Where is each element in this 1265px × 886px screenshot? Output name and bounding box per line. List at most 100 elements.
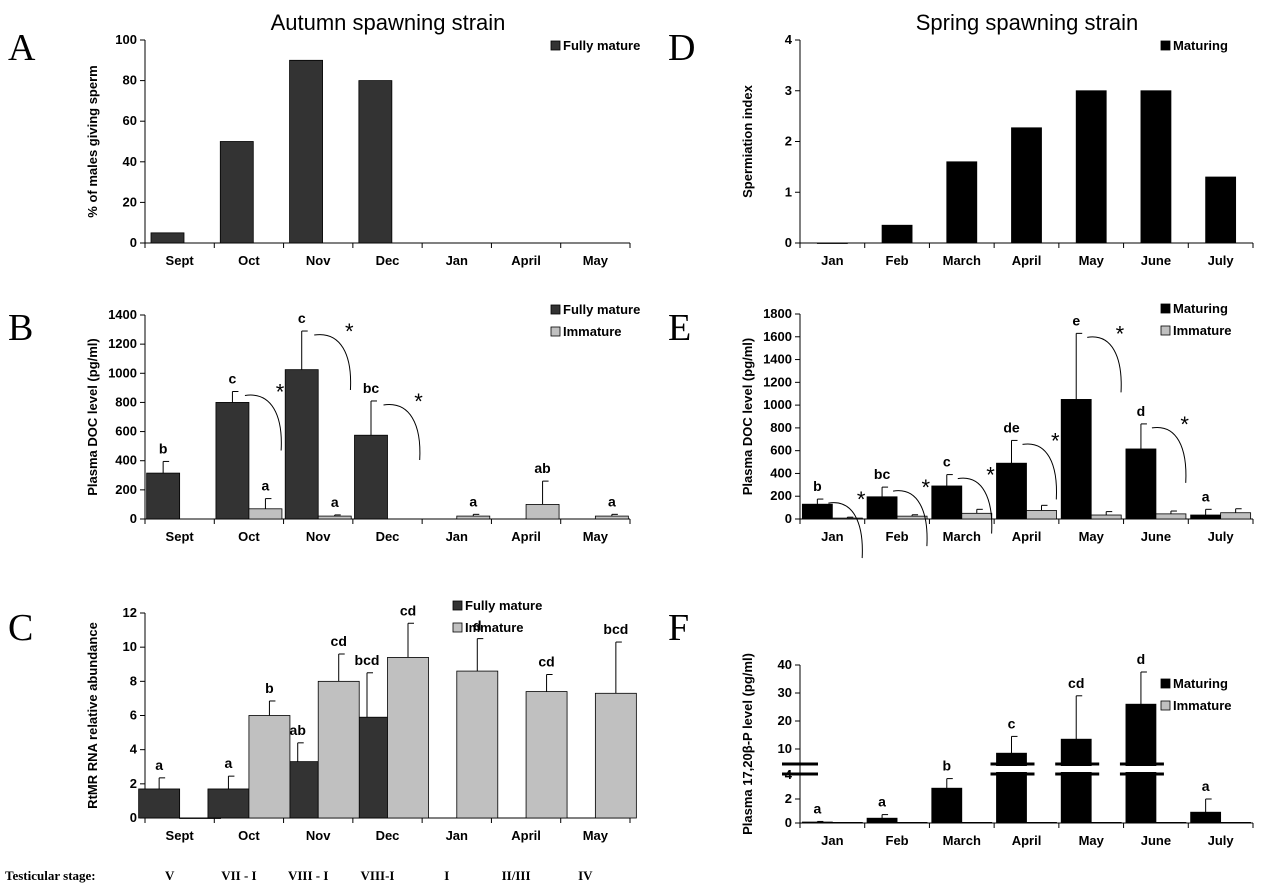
- panel-b-bar: [284, 369, 319, 520]
- panel-e-significance-arc: [892, 490, 928, 547]
- panel-c-legend-label: Fully mature: [465, 598, 542, 613]
- panel-e-bar: [1155, 513, 1187, 520]
- panel-e-significance-star: *: [922, 475, 931, 500]
- testicular-stage-value: IV: [578, 868, 593, 883]
- panel-e-bar: [831, 517, 863, 520]
- panel-e-significance-arc: [1151, 427, 1187, 483]
- panel-d-bar: [816, 242, 848, 244]
- panel-e-y-axis-label: Plasma DOC level (pg/ml): [740, 338, 755, 496]
- panel-f-bar: [1090, 822, 1122, 824]
- panel-e-x-tick-label: July: [1208, 529, 1235, 544]
- panel-f-bar: [1026, 822, 1057, 824]
- panel-e-y-tick-label: 1400: [763, 352, 792, 367]
- panel-f-x-tick-label: March: [943, 833, 981, 848]
- panel-e-significance-star: *: [1180, 412, 1189, 437]
- panel-a-chart: 0 20 40 60 80 100 Sept Oct Nov Dec Jan April May % of…: [85, 32, 640, 268]
- panel-e-y-tick-label: 400: [770, 465, 792, 480]
- panel-c-x-tick-label: Sept: [166, 828, 195, 843]
- testicular-stage-value: V: [165, 868, 175, 883]
- panel-e-legend-label: Maturing: [1173, 301, 1228, 316]
- panel-c-x-tick-label: May: [583, 828, 609, 843]
- panel-b-y-tick-label: 200: [115, 482, 137, 497]
- panel-f-bar: [1220, 822, 1252, 824]
- panel-e-bar: [996, 462, 1027, 520]
- panel-d-x-tick-label: June: [1141, 253, 1171, 268]
- panel-e-sig-label: e: [1072, 312, 1080, 328]
- panel-a-x-tick-label: April: [511, 253, 541, 268]
- panel-b-x-tick-label: Oct: [238, 529, 260, 544]
- panel-e-significance-star: *: [1116, 321, 1125, 346]
- panel-e-sig-label: d: [1137, 403, 1146, 419]
- panel-a-x-tick-label: Jan: [446, 253, 468, 268]
- panel-b-y-tick-label: 600: [115, 424, 137, 439]
- panel-b-bar: [317, 515, 352, 520]
- panel-a-x-tick-label: Dec: [376, 253, 400, 268]
- panel-a-x-tick-label: Nov: [306, 253, 331, 268]
- panel-b-sig-label: a: [331, 494, 339, 510]
- panel-b-sig-label: a: [469, 493, 477, 509]
- panel-c-sig-label: bcd: [355, 652, 380, 668]
- panel-b-y-tick-label: 1400: [108, 307, 137, 322]
- panel-b-y-tick-label: 400: [115, 453, 137, 468]
- panel-e-bar: [1190, 514, 1222, 520]
- panel-a-x-tick-label: May: [583, 253, 609, 268]
- panel-d-y-tick-label: 4: [785, 32, 793, 47]
- panel-b-bar: [215, 402, 250, 520]
- panel-c-legend-label: Immature: [465, 620, 524, 635]
- panel-f-y-tick-label: 10: [778, 741, 792, 756]
- testicular-stage-label: Testicular stage:: [5, 868, 96, 883]
- panel-f-bar-break-gap: [1055, 766, 1100, 772]
- title-autumn: Autumn spawning strain: [271, 10, 506, 35]
- panel-d-bar: [1140, 90, 1172, 244]
- panel-c-y-tick-label: 10: [123, 639, 137, 654]
- panel-e-bar: [1060, 399, 1092, 520]
- panel-b-significance-star: *: [345, 319, 354, 344]
- panel-e-chart: 0 200 400 600 800 1000 1200 1400 1600 1800 Jan Feb M…: [740, 301, 1254, 559]
- panel-f-y-tick-label: 0: [785, 815, 792, 830]
- panel-c-bar: [248, 715, 291, 819]
- panel-a-y-tick-label: 40: [123, 154, 137, 169]
- title-spring: Spring spawning strain: [916, 10, 1139, 35]
- panel-f-sig-label: c: [1008, 715, 1016, 731]
- panel-c-bar: [594, 692, 637, 819]
- panel-f-bar: [1155, 822, 1187, 824]
- panel-e-significance-arc: [1087, 336, 1122, 393]
- panel-b-bar: [248, 508, 283, 520]
- panel-f-bar: [931, 787, 963, 824]
- panel-c-sig-label: a: [225, 755, 233, 771]
- panel-c-sig-label: cd: [538, 654, 554, 670]
- panel-c-bar: [138, 788, 181, 819]
- testicular-stage-value: II/III: [502, 868, 531, 883]
- panel-e-x-tick-label: Feb: [886, 529, 909, 544]
- panel-e-y-tick-label: 200: [770, 488, 792, 503]
- panel-f-y-tick-label: 2: [785, 791, 792, 806]
- panel-c-y-tick-label: 4: [130, 742, 138, 757]
- panel-b-significance-arc: [383, 404, 421, 460]
- panel-b-bar: [146, 472, 181, 520]
- panel-f-sig-label: b: [943, 758, 952, 774]
- panel-e-sig-label: a: [1202, 488, 1210, 504]
- panel-c-y-axis-label: RtMR RNA relative abundance: [85, 622, 100, 809]
- panel-a-y-tick-label: 100: [115, 32, 137, 47]
- panel-e-legend-swatch: [1160, 303, 1171, 314]
- testicular-stage-value: VII - I: [221, 868, 256, 883]
- panel-b-legend-label: Immature: [563, 324, 622, 339]
- panel-d-bar: [1075, 90, 1107, 244]
- panel-a-legend-label: Fully mature: [563, 38, 640, 53]
- panel-c-y-tick-label: 12: [123, 605, 137, 620]
- panel-a-y-tick-label: 60: [123, 113, 137, 128]
- panel-b-bar: [525, 504, 560, 520]
- panel-c-y-tick-label: 0: [130, 810, 137, 825]
- panel-d-x-tick-label: May: [1079, 253, 1105, 268]
- panel-f-bar: [831, 822, 863, 824]
- panel-e-significance-arc: [828, 502, 863, 559]
- panel-e-significance-star: *: [1051, 428, 1060, 453]
- panel-e-significance-star: *: [986, 463, 995, 488]
- panel-e-x-tick-label: Jan: [821, 529, 843, 544]
- panel-letter-e: E: [668, 307, 691, 349]
- panel-e-significance-arc: [957, 477, 993, 534]
- panel-e-bar: [866, 496, 898, 520]
- panel-d-bar: [881, 224, 913, 244]
- panel-letter-f: F: [668, 607, 689, 649]
- testicular-stage-value: I: [444, 868, 449, 883]
